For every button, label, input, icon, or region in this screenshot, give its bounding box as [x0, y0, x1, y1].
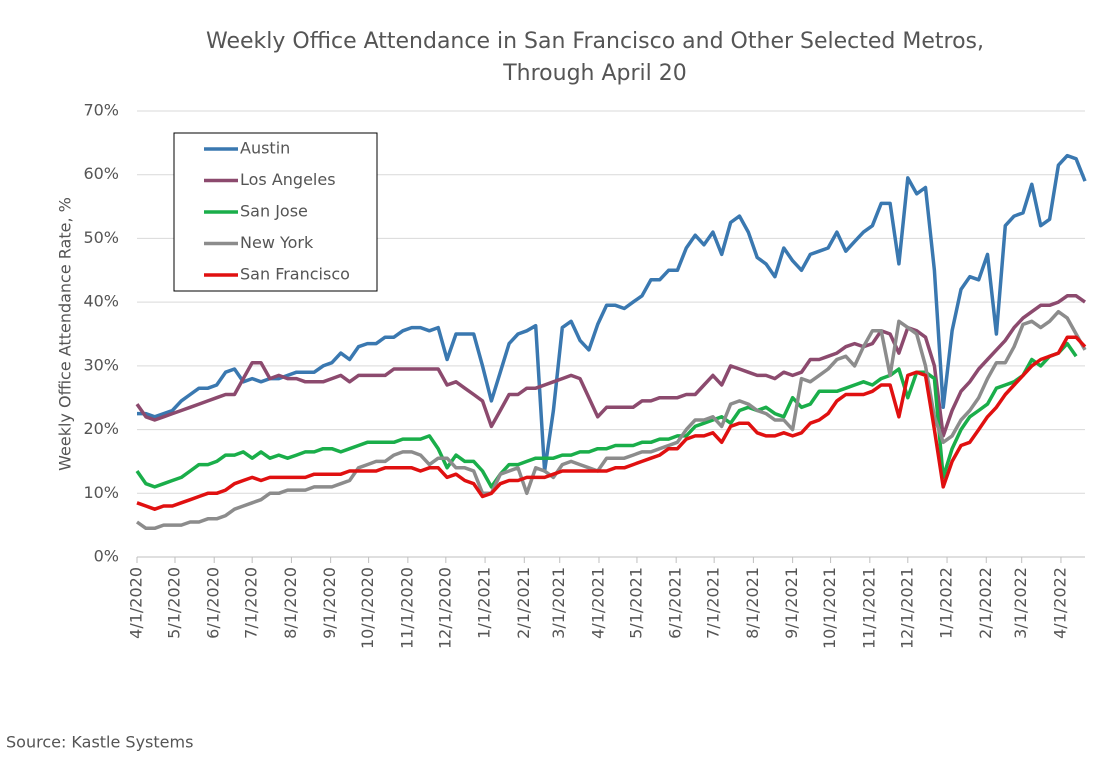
y-tick-label: 70% [83, 101, 119, 120]
x-tick-label: 5/1/2020 [164, 567, 183, 639]
series-line [135, 309, 1087, 531]
x-tick-label: 6/1/2021 [666, 567, 685, 639]
x-tick-label: 5/1/2021 [626, 567, 645, 639]
chart-title: Through April 20 [502, 61, 687, 86]
x-tick-label: 8/1/2021 [743, 567, 762, 639]
x-tick-label: 7/1/2020 [242, 567, 261, 639]
y-tick-label: 0% [94, 547, 119, 566]
y-tick-label: 60% [83, 164, 119, 183]
series-line [136, 335, 1087, 511]
x-tick-label: 12/1/2020 [435, 567, 454, 649]
x-tick-label: 1/1/2022 [937, 567, 956, 639]
y-axis-label: Weekly Office Attendance Rate, % [56, 197, 75, 471]
x-tick-label: 8/1/2020 [281, 567, 300, 639]
source-note: Source: Kastle Systems [6, 733, 193, 752]
series-line [137, 153, 1087, 473]
x-tick-label: 2/1/2021 [514, 567, 533, 639]
x-tick-label: 9/1/2020 [320, 567, 339, 639]
y-tick-label: 10% [83, 483, 119, 502]
legend-label: Los Angeles [240, 170, 336, 189]
x-tick-label: 9/1/2021 [782, 567, 801, 639]
x-tick-label: 7/1/2021 [704, 567, 723, 639]
x-tick-label: 11/1/2020 [397, 567, 416, 649]
chart-title: Weekly Office Attendance in San Francisc… [206, 29, 984, 54]
x-tick-label: 4/1/2020 [127, 567, 146, 639]
x-tick-label: 12/1/2021 [897, 567, 916, 649]
y-tick-label: 20% [83, 419, 119, 438]
x-tick-label: 6/1/2020 [204, 567, 223, 639]
y-tick-label: 40% [83, 292, 119, 311]
x-tick-label: 3/1/2021 [549, 567, 568, 639]
x-tick-label: 4/1/2021 [588, 567, 607, 639]
x-tick-label: 2/1/2022 [976, 567, 995, 639]
legend-label: San Francisco [240, 265, 350, 284]
x-tick-label: 10/1/2021 [820, 567, 839, 649]
x-tick-label: 10/1/2020 [358, 567, 377, 649]
series-line [135, 294, 1087, 438]
legend-label: New York [240, 233, 314, 252]
x-tick-label: 1/1/2021 [475, 567, 494, 639]
x-tick-label: 11/1/2021 [859, 567, 878, 649]
y-tick-label: 50% [83, 228, 119, 247]
x-tick-label: 4/1/2022 [1050, 567, 1069, 639]
legend-label: Austin [240, 139, 290, 158]
x-tick-label: 3/1/2022 [1011, 567, 1030, 639]
y-tick-label: 30% [83, 355, 119, 374]
legend-label: San Jose [240, 202, 308, 221]
